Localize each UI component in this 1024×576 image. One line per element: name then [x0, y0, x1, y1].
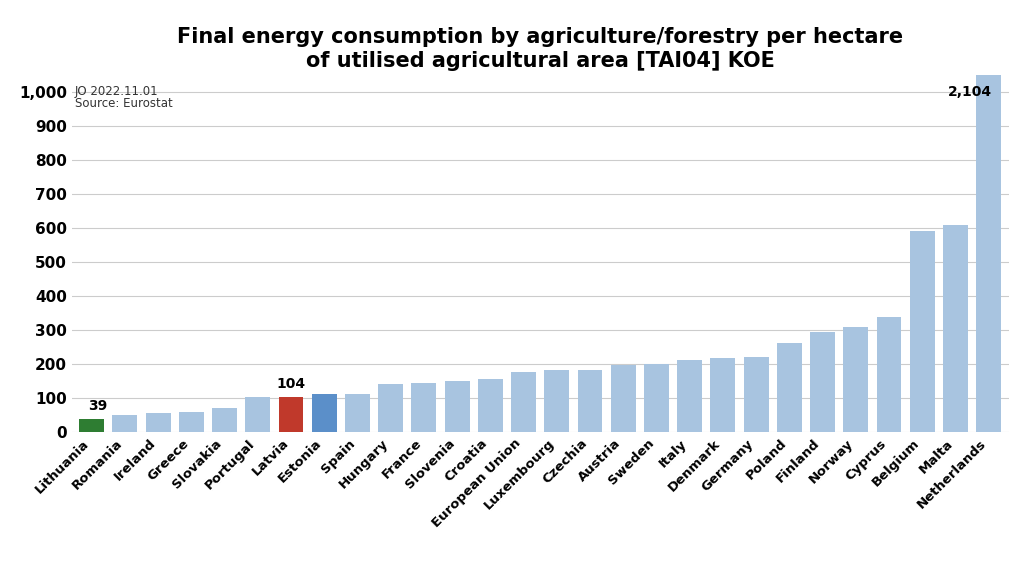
Bar [844, 327, 868, 432]
Bar [711, 358, 735, 432]
Bar [810, 332, 835, 432]
Bar [610, 365, 636, 432]
Bar [345, 394, 370, 432]
Bar [677, 359, 702, 432]
Title: Final energy consumption by agriculture/forestry per hectare
of utilised agricul: Final energy consumption by agriculture/… [177, 27, 903, 70]
Text: JO 2022.11.01: JO 2022.11.01 [75, 85, 159, 98]
Text: 104: 104 [276, 377, 305, 391]
Bar [943, 225, 968, 432]
Bar [511, 373, 536, 432]
Bar [145, 412, 171, 432]
Bar [909, 230, 935, 432]
Bar [246, 397, 270, 432]
Bar [777, 343, 802, 432]
Bar [444, 381, 470, 432]
Bar [545, 370, 569, 432]
Bar [212, 407, 237, 432]
Text: 2,104: 2,104 [948, 85, 992, 99]
Bar [644, 364, 669, 432]
Text: Source: Eurostat: Source: Eurostat [75, 97, 173, 110]
Bar [79, 419, 104, 432]
Bar [113, 415, 137, 432]
Bar [179, 412, 204, 432]
Bar [976, 75, 1001, 432]
Text: 39: 39 [88, 399, 108, 412]
Bar [279, 397, 303, 432]
Bar [378, 384, 403, 432]
Bar [743, 357, 769, 432]
Bar [478, 379, 503, 432]
Bar [877, 317, 901, 432]
Bar [412, 382, 436, 432]
Bar [578, 370, 602, 432]
Bar [311, 393, 337, 432]
